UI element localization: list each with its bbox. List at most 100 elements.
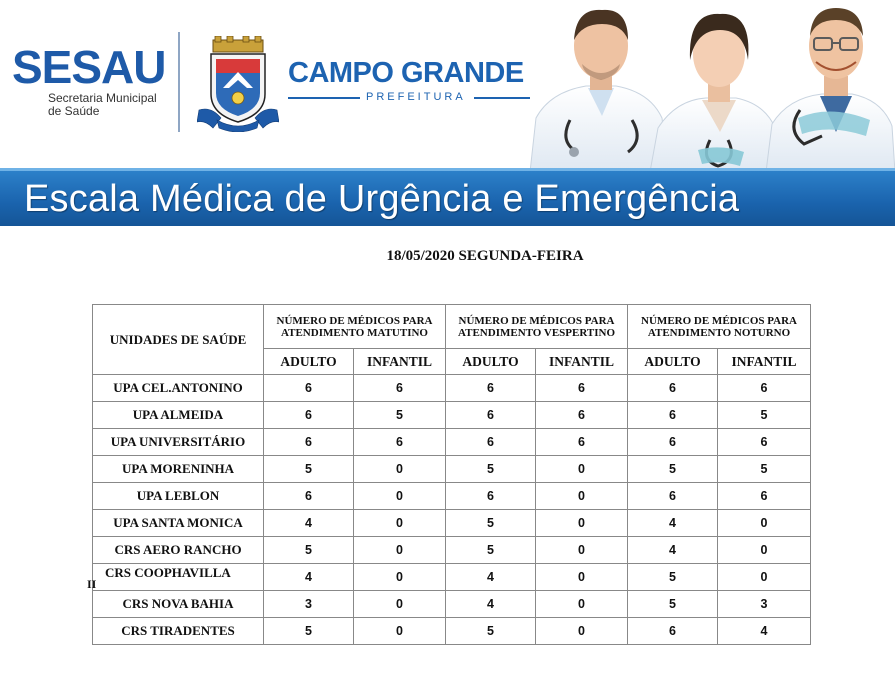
header-row-periods: UNIDADES DE SAÚDE NÚMERO DE MÉDICOS PARA… <box>92 304 812 375</box>
cell-value: 6 <box>445 428 536 456</box>
table-body: UPA CEL.ANTONINO 6 6 6 6 6 6 UPA ALMEIDA… <box>87 374 812 645</box>
header-noturno-infantil: INFANTIL <box>717 348 812 375</box>
cell-value: 6 <box>627 374 719 402</box>
header-noturno: NÚMERO DE MÉDICOS PARA ATENDIMENTO NOTUR… <box>627 304 812 349</box>
header-vespertino-adulto: ADULTO <box>445 348 536 375</box>
cell-value: 0 <box>534 617 629 645</box>
cell-value: 6 <box>353 374 446 402</box>
cell-value: 6 <box>263 482 354 510</box>
banner-title: Escala Médica de Urgência e Emergência <box>24 178 740 220</box>
table-row: CRS AERO RANCHO 5 0 5 0 4 0 <box>92 536 812 564</box>
unit-name: UPA LEBLON <box>92 482 264 510</box>
table-row: UPA CEL.ANTONINO 6 6 6 6 6 6 <box>92 374 812 402</box>
cell-value: 0 <box>353 563 446 591</box>
cell-value: 5 <box>627 455 719 483</box>
cell-value: 0 <box>717 536 812 564</box>
table-row: UPA ALMEIDA 6 5 6 6 6 5 <box>92 401 812 429</box>
doctors-photo-icon <box>530 0 895 172</box>
cell-value: 5 <box>263 617 354 645</box>
date-text: 18/05/2020 SEGUNDA-FEIRA <box>386 248 584 264</box>
cell-value: 6 <box>627 482 719 510</box>
cell-value: 5 <box>445 509 536 537</box>
cell-value: 6 <box>263 428 354 456</box>
cell-value: 0 <box>717 563 812 591</box>
cell-value: 6 <box>445 482 536 510</box>
cell-value: 4 <box>627 509 719 537</box>
unit-name: UPA UNIVERSITÁRIO <box>92 428 264 456</box>
unit-name: CRS COOPHAVILLA II <box>87 563 264 591</box>
cell-value: 6 <box>717 482 812 510</box>
table-row: UPA MORENINHA 5 0 5 0 5 5 <box>92 455 812 483</box>
cell-value: 0 <box>353 536 446 564</box>
cell-value: 6 <box>534 428 629 456</box>
cell-value: 5 <box>263 455 354 483</box>
logo-rule-left <box>288 97 360 99</box>
cell-value: 6 <box>445 374 536 402</box>
cell-value: 3 <box>263 590 354 618</box>
table-row: UPA LEBLON 6 0 6 0 6 6 <box>92 482 812 510</box>
unit-name: CRS AERO RANCHO <box>92 536 264 564</box>
city-crest-icon <box>197 36 279 132</box>
campo-grande-logo: CAMPO GRANDE PREFEITURA <box>288 58 548 108</box>
cell-value: 5 <box>627 590 719 618</box>
cell-value: 6 <box>717 374 812 402</box>
cell-value: 5 <box>717 401 812 429</box>
unit-name: CRS NOVA BAHIA <box>92 590 264 618</box>
cell-value: 3 <box>717 590 812 618</box>
header-row-sub: ADULTO INFANTIL ADULTO INFANTIL ADULTO I… <box>93 348 812 375</box>
cell-value: 5 <box>263 536 354 564</box>
cell-value: 6 <box>534 374 629 402</box>
sesau-logo: SESAU Secretaria Municipal de Saúde <box>12 44 172 124</box>
logo-divider <box>178 32 180 132</box>
header-matutino: NÚMERO DE MÉDICOS PARA ATENDIMENTO MATUT… <box>263 304 446 349</box>
cell-value: 4 <box>627 536 719 564</box>
cell-value: 6 <box>263 401 354 429</box>
header-noturno-adulto: ADULTO <box>627 348 719 375</box>
cell-value: 0 <box>534 455 629 483</box>
cell-value: 0 <box>534 482 629 510</box>
cell-value: 5 <box>445 455 536 483</box>
cell-value: 4 <box>717 617 812 645</box>
cell-value: 4 <box>445 563 536 591</box>
unit-name: UPA MORENINHA <box>92 455 264 483</box>
header-matutino-infantil: INFANTIL <box>353 348 446 375</box>
cell-value: 0 <box>353 509 446 537</box>
sesau-logo-text: SESAU <box>12 41 166 93</box>
cell-value: 6 <box>627 401 719 429</box>
banner-bar: Escala Médica de Urgência e Emergência <box>0 168 895 226</box>
cell-value: 6 <box>263 374 354 402</box>
prefeitura-text: PREFEITURA <box>366 91 466 103</box>
cell-value: 6 <box>627 428 719 456</box>
cell-value: 0 <box>717 509 812 537</box>
cell-value: 0 <box>534 509 629 537</box>
header-vespertino: NÚMERO DE MÉDICOS PARA ATENDIMENTO VESPE… <box>444 304 629 349</box>
sesau-subtitle-line1: Secretaria Municipal <box>48 91 157 105</box>
cell-value: 5 <box>627 563 719 591</box>
sesau-subtitle-line2: de Saúde <box>48 104 100 118</box>
unit-name: UPA ALMEIDA <box>92 401 264 429</box>
cell-value: 4 <box>263 509 354 537</box>
header-matutino-adulto: ADULTO <box>263 348 354 375</box>
cell-value: 5 <box>353 401 446 429</box>
logo-rule-right <box>474 97 546 99</box>
unit-name-main: CRS COOPHAVILLA <box>105 565 231 580</box>
cell-value: 4 <box>263 563 354 591</box>
table-row: UPA SANTA MONICA 4 0 5 0 4 0 <box>92 509 812 537</box>
cell-value: 6 <box>717 428 812 456</box>
header-unidades: UNIDADES DE SAÚDE <box>92 304 264 375</box>
cell-value: 0 <box>353 617 446 645</box>
unit-name-suffix: II <box>87 577 97 591</box>
cell-value: 0 <box>353 482 446 510</box>
cell-value: 0 <box>534 590 629 618</box>
cell-value: 5 <box>717 455 812 483</box>
table-row: CRS NOVA BAHIA 3 0 4 0 5 3 <box>92 590 812 618</box>
table-row: CRS COOPHAVILLA II 4 0 4 0 5 0 <box>87 563 812 591</box>
cell-value: 5 <box>445 617 536 645</box>
cell-value: 4 <box>445 590 536 618</box>
table-row: CRS TIRADENTES 5 0 5 0 6 4 <box>92 617 812 645</box>
cell-value: 6 <box>627 617 719 645</box>
header-vespertino-infantil: INFANTIL <box>534 348 629 375</box>
schedule-table: UNIDADES DE SAÚDE NÚMERO DE MÉDICOS PARA… <box>87 304 812 645</box>
campo-grande-logo-text: CAMPO GRANDE <box>288 57 524 89</box>
cell-value: 6 <box>534 401 629 429</box>
